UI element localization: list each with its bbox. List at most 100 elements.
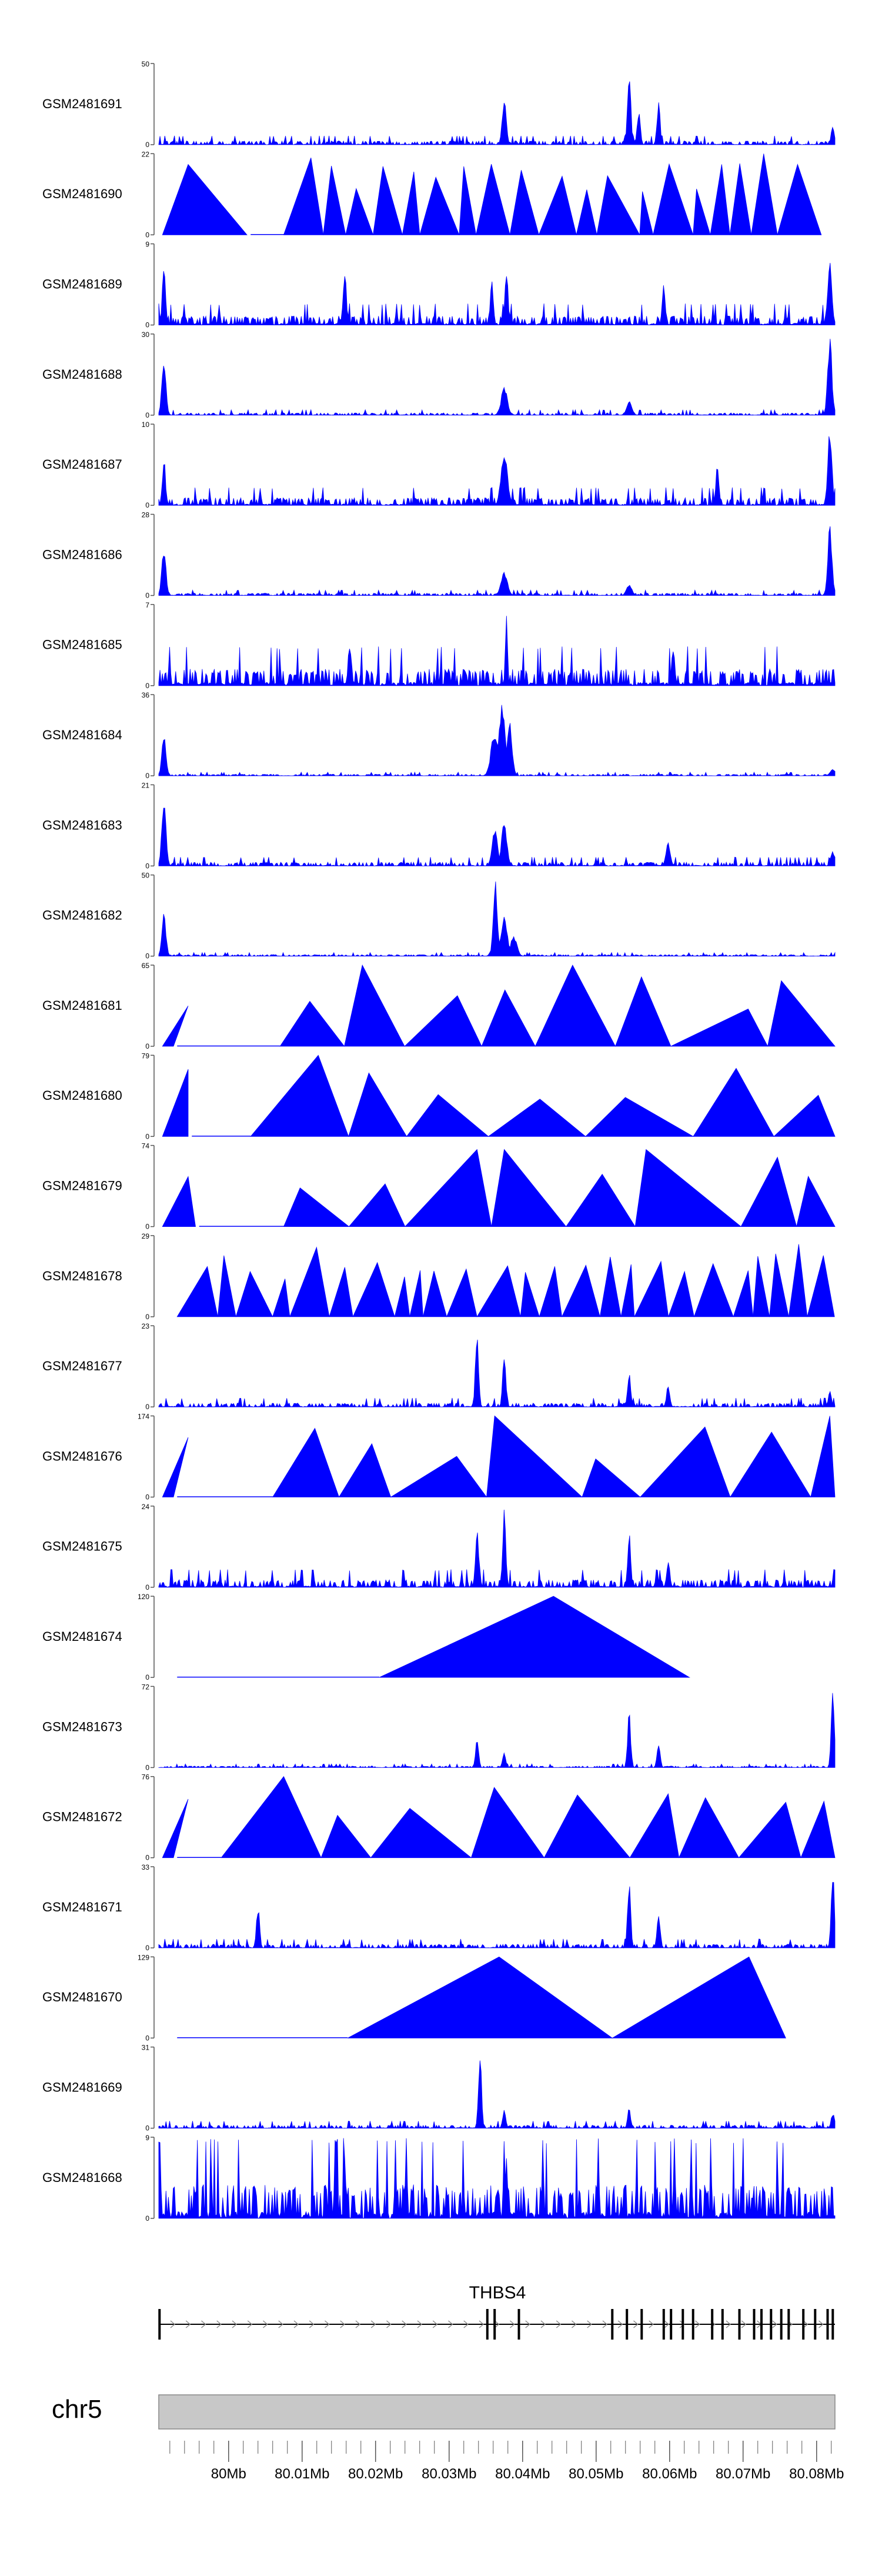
strand-arrow <box>818 2320 824 2328</box>
signal-triangle <box>394 1276 410 1317</box>
y-max-label: 30 <box>142 331 150 339</box>
strand-arrow <box>617 2320 623 2328</box>
track-label: GSM2481686 <box>42 547 122 562</box>
signal-triangle <box>162 1006 189 1047</box>
signal-triangle <box>162 163 248 235</box>
y-max-label: 72 <box>142 1683 150 1691</box>
y-max-label: 65 <box>142 962 150 970</box>
strand-arrow <box>355 2320 361 2328</box>
track-GSM2481677: GSM2481677 23 0 <box>42 1322 836 1411</box>
exon <box>493 2309 496 2340</box>
y-max-label: 21 <box>142 781 150 789</box>
signal-triangle <box>740 1156 797 1227</box>
track-GSM2481684: GSM2481684 36 0 <box>42 691 836 780</box>
signal-triangle <box>162 1069 189 1137</box>
y-max-label: 9 <box>145 2134 149 2142</box>
signal-triangle <box>220 1776 322 1858</box>
signal-triangle <box>348 1956 613 2038</box>
strand-arrow <box>695 2320 700 2328</box>
strand-arrow <box>247 2320 253 2328</box>
track-GSM2481681: GSM2481681 65 0 <box>42 962 836 1050</box>
exon <box>681 2309 684 2340</box>
track-GSM2481679: GSM2481679 74 0 <box>42 1142 836 1231</box>
y-min-label: 0 <box>145 1042 149 1050</box>
track-label: GSM2481675 <box>42 1539 122 1554</box>
signal-triangle <box>370 1808 472 1858</box>
strand-arrow <box>232 2320 238 2328</box>
strand-arrow <box>494 2320 500 2328</box>
x-tick-label: 80Mb <box>211 2466 246 2482</box>
signal-triangle <box>419 176 460 235</box>
strand-arrow <box>726 2320 731 2328</box>
track-label: GSM2481671 <box>42 1900 122 1914</box>
signal-triangle <box>476 163 510 235</box>
signal-triangle <box>634 1149 742 1227</box>
y-min-label: 0 <box>145 1403 149 1411</box>
exon <box>517 2309 520 2340</box>
exon <box>721 2309 724 2340</box>
signal-triangle <box>289 1246 330 1317</box>
track-label: GSM2481691 <box>42 96 122 111</box>
track-label: GSM2481679 <box>42 1179 122 1193</box>
signal-triangle <box>320 1814 372 1858</box>
track-label: GSM2481685 <box>42 638 122 652</box>
strand-arrow <box>587 2320 592 2328</box>
track-label: GSM2481688 <box>42 367 122 382</box>
signal-triangle <box>491 1149 567 1227</box>
signal-triangle <box>404 1149 492 1227</box>
signal-triangle <box>543 1794 631 1858</box>
strand-arrow <box>432 2320 438 2328</box>
strand-arrow <box>201 2320 206 2328</box>
strand-arrow <box>170 2320 176 2328</box>
signal-triangle <box>614 976 671 1047</box>
signal-triangle <box>639 191 654 235</box>
signal-triangle <box>162 1437 189 1497</box>
track-GSM2481690: GSM2481690 22 0 <box>42 150 822 239</box>
signal-triangle <box>538 175 577 235</box>
track-GSM2481686: GSM2481686 28 0 <box>42 511 836 600</box>
y-max-label: 76 <box>142 1773 150 1781</box>
track-GSM2481668: GSM2481668 9 0 <box>42 2134 836 2223</box>
signal-triangle <box>539 1266 563 1317</box>
strand-arrow <box>803 2320 808 2328</box>
signal-area <box>158 436 836 506</box>
signal-triangle <box>738 1801 801 1858</box>
track-label: GSM2481674 <box>42 1629 122 1644</box>
y-min-label: 0 <box>145 772 149 780</box>
exon <box>753 2309 756 2340</box>
signal-triangle <box>348 1072 407 1137</box>
signal-triangle <box>629 1793 680 1858</box>
signal-triangle <box>753 1256 770 1317</box>
y-min-label: 0 <box>145 862 149 870</box>
signal-triangle <box>777 163 822 235</box>
exon <box>158 2309 161 2340</box>
exon <box>760 2309 763 2340</box>
y-min-label: 0 <box>145 2034 149 2042</box>
y-max-label: 79 <box>142 1052 150 1060</box>
signal-triangle <box>596 175 640 235</box>
signal-triangle <box>338 1443 392 1497</box>
strand-arrow <box>741 2320 747 2328</box>
signal-triangle <box>810 1416 836 1497</box>
strand-arrow <box>602 2320 608 2328</box>
y-min-label: 0 <box>145 141 149 149</box>
signal-area <box>158 1882 836 1949</box>
track-GSM2481669: GSM2481669 31 0 <box>42 2044 836 2133</box>
y-max-label: 10 <box>142 421 150 429</box>
signal-triangle <box>422 1270 447 1317</box>
x-tick-label: 80.03Mb <box>422 2466 476 2482</box>
y-max-label: 22 <box>142 150 150 158</box>
signal-triangle <box>235 1270 273 1317</box>
signal-area <box>158 262 836 326</box>
signal-triangle <box>730 1432 811 1497</box>
y-max-label: 120 <box>138 1593 149 1601</box>
y-max-label: 129 <box>138 1953 149 1961</box>
y-max-label: 7 <box>145 601 149 609</box>
track-GSM2481687: GSM2481687 10 0 <box>42 421 836 509</box>
y-max-label: 174 <box>138 1413 149 1421</box>
strand-arrow <box>556 2320 562 2328</box>
ideogram-track: chr5 <box>52 2394 836 2430</box>
exon <box>787 2309 790 2340</box>
signal-triangle <box>402 171 420 235</box>
signal-area <box>158 705 836 776</box>
